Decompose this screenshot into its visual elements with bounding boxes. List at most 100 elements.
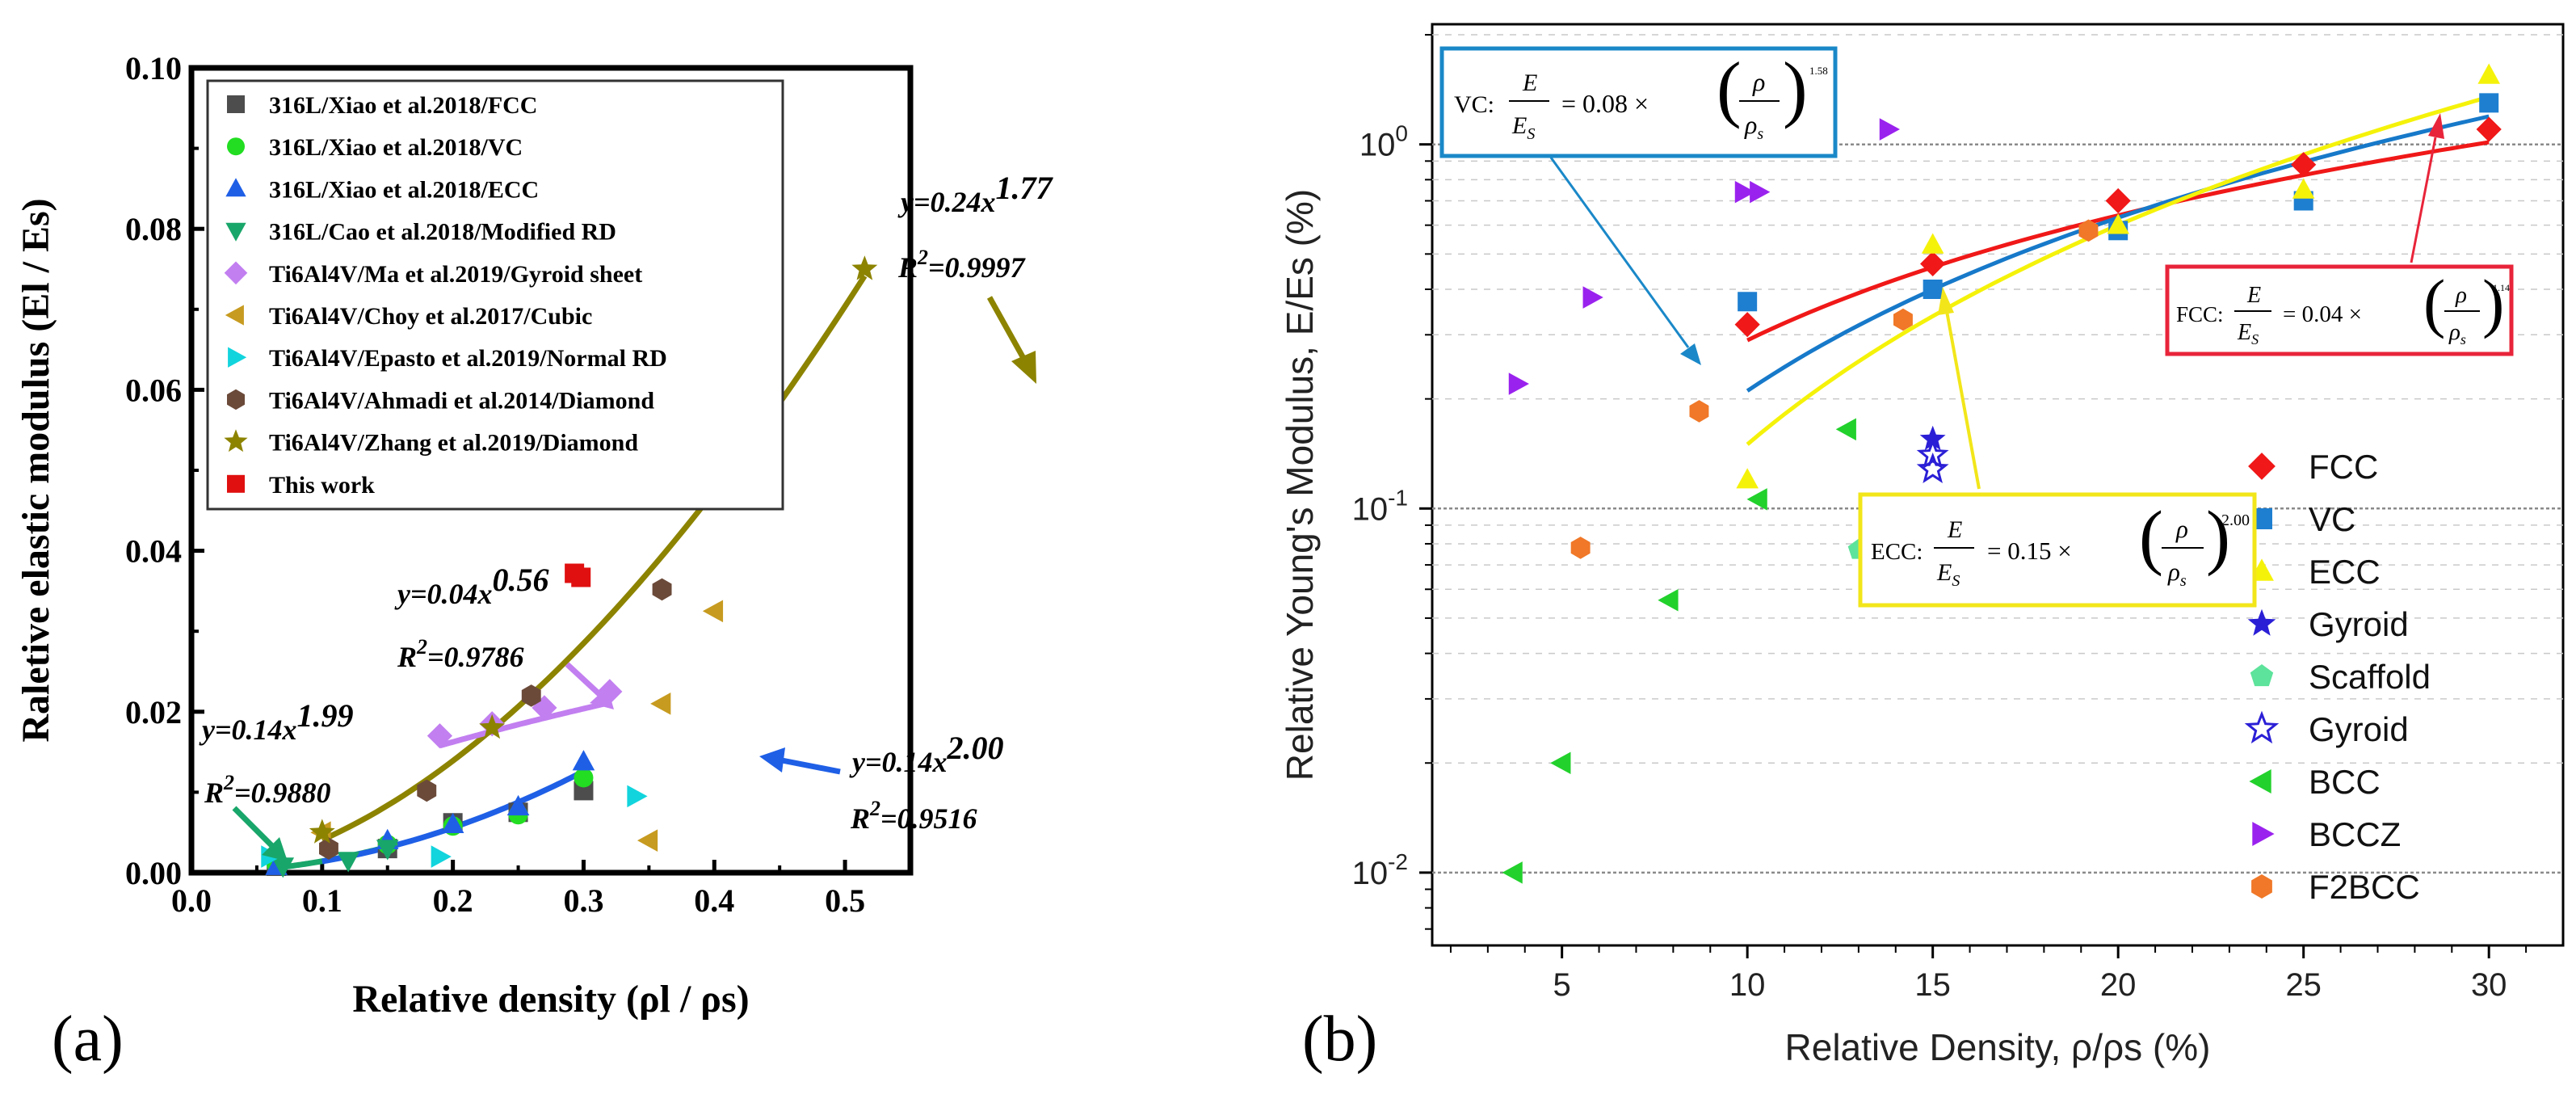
legend-a-marker-5 [225,305,244,326]
data-point-b-s7 [1508,373,1529,395]
x-tick-label: 0.1 [302,882,342,919]
ecc-equation-box: ECC: E ES = 0.15 × ( ρ ρs ) 2.00 [1858,492,2257,608]
svg-text:): ) [1783,47,1808,129]
data-point-b-s8 [1893,308,1913,331]
data-point-a-s8 [851,255,878,280]
data-point-b-s3 [1919,425,1946,451]
fit-violet-equation: y=0.04x0.56 [394,562,549,610]
panel-b-x-ticks: 5 10 15 20 25 30 [1449,945,2528,1003]
data-point-b-s7 [1582,286,1603,309]
data-point-b-s5 [1916,438,1949,469]
svg-text:VC:: VC: [1454,91,1494,118]
data-point-b-s7 [1750,180,1771,204]
legend-b-label-4: Scaffold [2309,658,2431,696]
legend-a-label-7: Ti6Al4V/Ahmadi et al.2014/Diamond [269,387,654,414]
data-point-a-s3 [337,852,359,873]
legend-b-label-1: VC [2309,500,2355,538]
legend-b-label-6: BCC [2309,763,2381,801]
panel-a-label: (a) [52,1004,124,1075]
legend-a-label-8: Ti6Al4V/Zhang et al.2019/Diamond [269,430,638,457]
legend-a-label-6: Ti6Al4V/Epasto et al.2019/Normal RD [269,345,667,372]
fit-curve-1 [439,700,611,749]
svg-text:ρ: ρ [1752,67,1765,96]
data-point-b-s2 [2477,63,2500,84]
data-point-b-s1 [1923,280,1943,300]
data-point-a-s5 [650,693,671,715]
data-point-b-s6 [1746,488,1767,511]
svg-text:FCC:: FCC: [2176,302,2224,326]
legend-a-marker-4 [224,261,248,285]
legend-a-label-0: 316L/Xiao et al.2018/FCC [269,92,537,119]
x-tick-label: 0.5 [825,882,865,919]
data-point-b-s7 [1879,118,1900,141]
legend-b-marker-5 [2244,710,2280,744]
data-point-b-s1 [2479,93,2499,113]
legend-b-label-8: F2BCC [2309,868,2420,906]
legend-b-marker-7 [2252,822,2275,846]
legend-a-marker-9 [227,474,245,493]
panel-b-y-ticks: 10-2 10-1 100 [1352,34,1432,930]
data-point-b-s2 [1736,468,1759,489]
data-point-b-s0 [1734,312,1760,338]
legend-a-marker-1 [227,137,245,156]
data-point-a-s8 [309,819,335,844]
data-point-b-s2 [2292,178,2315,199]
svg-text:1.14: 1.14 [2493,282,2510,293]
data-point-b-s0 [2291,152,2317,178]
svg-text:ECC:: ECC: [1871,539,1923,565]
svg-text:= 0.15 ×: = 0.15 × [1987,537,2072,565]
legend-b-label-7: BCCZ [2309,815,2401,853]
y-tick-label: 0.04 [125,533,182,570]
panel-b-y-axis-title: Relative Young's Modulus, E/Es (%) [1279,189,1321,781]
svg-text:E: E [2246,283,2261,308]
data-point-b-s5 [1916,453,1949,483]
panel-a-x-axis-title: Relative density (ρl / ρs) [352,978,749,1021]
y-tick-label: 0.08 [125,211,182,247]
svg-text:ES: ES [1511,112,1535,143]
svg-text:ρ: ρ [2455,282,2467,308]
fit-teal-equation: y=0.14x1.99 [199,697,354,746]
data-point-a-s3 [271,857,295,878]
b-x-tick-label: 10 [1729,967,1766,1003]
svg-text:(: ( [2139,497,2163,577]
legend-b-marker-8 [2251,874,2272,899]
data-point-b-s0 [1920,250,1946,277]
fit-olive-equation: y=0.24x1.77 [897,170,1054,218]
data-point-a-s1 [574,768,594,788]
panel-b-data-points [1502,63,2502,884]
svg-text:): ) [2206,497,2230,577]
legend-a-label-2: 316L/Xiao et al.2018/ECC [269,176,539,203]
legend-a-marker-8 [224,429,248,453]
b-x-tick-label: 20 [2100,967,2137,1003]
data-point-a-s2 [572,750,595,771]
data-point-b-s8 [1570,537,1591,559]
legend-a-marker-2 [225,178,246,197]
panel-b-x-axis-title: Relative Density, ρ/ρs (%) [1785,1026,2211,1068]
legend-a-label-5: Ti6Al4V/Choy et al.2017/Cubic [269,303,592,330]
legend-b-label-5: Gyroid [2309,710,2409,748]
svg-text:): ) [2482,266,2504,339]
legend-a-label-3: 316L/Cao et al.2018/Modified RD [269,219,616,246]
legend-a-label-9: This work [269,472,375,499]
svg-text:ρs: ρs [1744,110,1763,143]
panel-b-plot-frame [1431,23,2565,947]
legend-a-marker-6 [228,347,247,368]
legend-b-label-3: Gyroid [2309,605,2409,643]
data-point-a-s8 [479,714,506,739]
b-x-tick-label: 30 [2471,967,2507,1003]
svg-text:ES: ES [1936,559,1960,590]
panel-a-legend-box [206,79,784,511]
svg-text:ρ: ρ [2175,515,2188,543]
data-point-b-s0 [2105,187,2131,214]
data-point-b-s2 [2107,213,2129,234]
panel-a: 0.0 0.1 0.2 0.3 0.4 0.5 0.000.020.040.060.080… [15,50,1054,1075]
legend-a-marker-3 [225,222,246,242]
y-tick-label: 0.06 [125,372,182,408]
b-x-tick-label: 25 [2285,967,2322,1003]
panel-b: 5 10 15 20 25 30 10-2 10-1 100 FCC VC ECC Gyroid Sc… [1279,23,2565,1075]
data-point-a-s3 [376,840,399,861]
data-point-a-s7 [417,779,437,802]
data-point-b-s6 [1658,588,1679,612]
fit-blue-r2: R2=0.9516 [850,797,977,835]
